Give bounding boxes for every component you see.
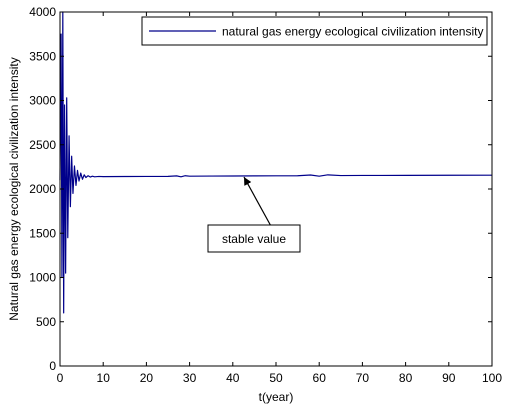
stable-value-annotation: stable value (207, 176, 301, 253)
x-tick-layer: 0 10 20 30 40 50 60 70 80 90 100 (57, 12, 502, 385)
x-tick-label: 80 (399, 371, 413, 385)
y-tick-label: 1500 (29, 226, 56, 240)
x-tick-label: 100 (482, 371, 502, 385)
y-tick-label: 2500 (29, 138, 56, 152)
x-tick-label: 30 (183, 371, 197, 385)
y-tick-label: 3000 (29, 94, 56, 108)
y-tick-layer: 0 500 1000 1500 2000 2500 3000 3500 4000 (29, 5, 492, 373)
series-layer (59, 11, 493, 314)
x-tick-label: 40 (226, 371, 240, 385)
x-tick-label: 90 (442, 371, 456, 385)
annotation-arrow (243, 176, 273, 229)
annotation-label: stable value (222, 232, 286, 246)
x-tick-label: 0 (57, 371, 64, 385)
x-tick-label: 50 (269, 371, 283, 385)
y-tick-label: 4000 (29, 5, 56, 19)
x-tick-label: 20 (140, 371, 154, 385)
y-tick-label: 0 (49, 359, 56, 373)
axes-frame (59, 11, 493, 367)
legend: natural gas energy ecological civilizati… (141, 16, 488, 46)
y-tick-label: 500 (36, 315, 56, 329)
x-tick-label: 10 (97, 371, 111, 385)
x-tick-label: 60 (313, 371, 327, 385)
plot-area (60, 12, 492, 366)
y-tick-label: 3500 (29, 49, 56, 63)
legend-label: natural gas energy ecological civilizati… (222, 25, 483, 39)
y-tick-label: 2000 (29, 182, 56, 196)
y-tick-label: 1000 (29, 271, 56, 285)
annotation-box (207, 224, 301, 253)
x-tick-label: 70 (356, 371, 370, 385)
y-axis-label: Natural gas energy ecological civilizati… (7, 57, 21, 320)
x-axis-label: t(year) (259, 390, 294, 404)
series-line (59, 11, 493, 314)
